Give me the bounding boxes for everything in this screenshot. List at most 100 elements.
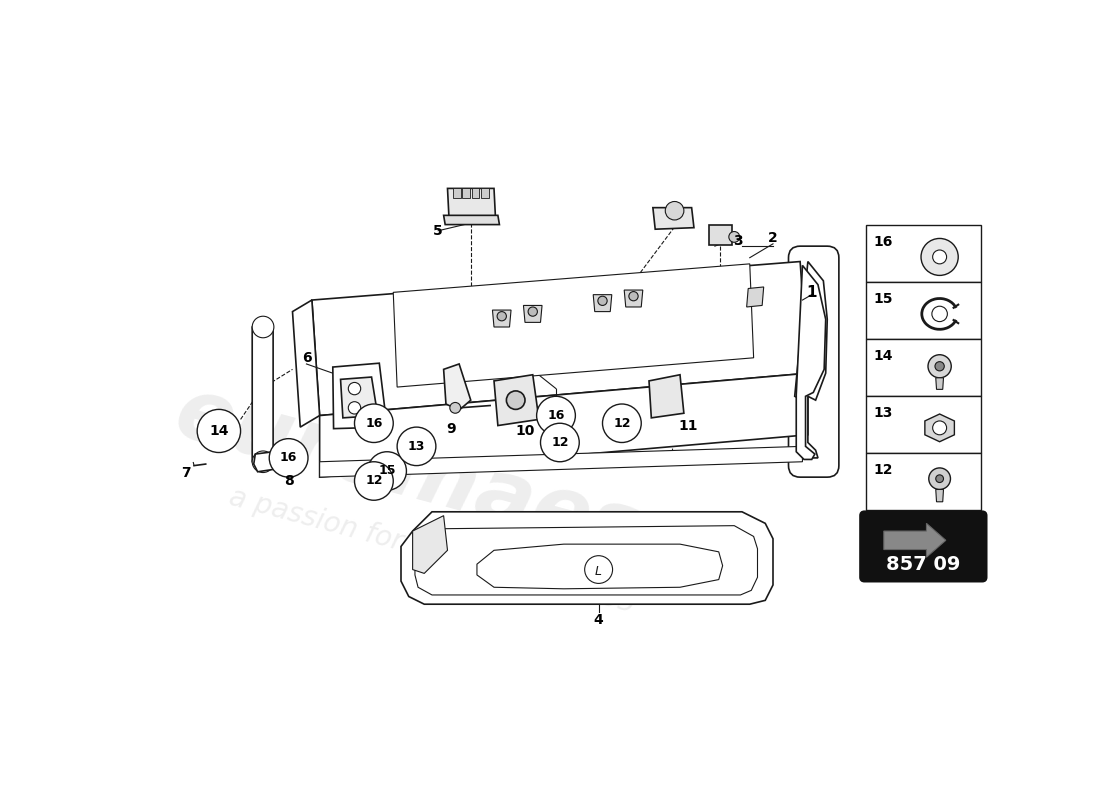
Circle shape (540, 423, 580, 462)
Polygon shape (254, 452, 277, 472)
Text: L: L (595, 565, 602, 578)
Text: 16: 16 (873, 235, 893, 250)
Bar (866, 454, 981, 510)
Circle shape (933, 250, 947, 264)
Circle shape (349, 382, 361, 394)
Polygon shape (883, 523, 946, 558)
Text: euromaes: euromaes (167, 371, 651, 575)
Circle shape (585, 556, 613, 583)
Polygon shape (494, 374, 539, 426)
Circle shape (932, 306, 947, 322)
Circle shape (354, 404, 394, 442)
Text: 15: 15 (873, 292, 893, 306)
Text: 15: 15 (378, 465, 396, 478)
Circle shape (252, 316, 274, 338)
Text: 8: 8 (284, 474, 294, 488)
Polygon shape (653, 208, 694, 230)
Text: 12: 12 (551, 436, 569, 449)
Polygon shape (443, 215, 499, 225)
FancyBboxPatch shape (860, 512, 986, 581)
Text: 14: 14 (873, 350, 893, 363)
Circle shape (666, 202, 684, 220)
Text: 12: 12 (613, 417, 630, 430)
Circle shape (936, 475, 944, 482)
Polygon shape (394, 264, 754, 387)
Polygon shape (477, 544, 723, 589)
Polygon shape (796, 266, 826, 459)
Text: 3: 3 (734, 234, 742, 248)
Polygon shape (320, 446, 803, 477)
Text: 5: 5 (433, 224, 443, 238)
Text: 10: 10 (515, 424, 535, 438)
Bar (866, 396, 981, 454)
Polygon shape (936, 490, 944, 502)
Polygon shape (252, 323, 273, 466)
Circle shape (367, 452, 406, 490)
Text: 16: 16 (548, 409, 564, 422)
Polygon shape (493, 310, 512, 327)
Circle shape (629, 291, 638, 301)
Circle shape (506, 391, 525, 410)
Text: 13: 13 (873, 406, 893, 420)
Polygon shape (448, 188, 495, 219)
Circle shape (397, 427, 436, 466)
Polygon shape (936, 378, 944, 390)
Text: 857 09: 857 09 (887, 555, 960, 574)
Polygon shape (320, 373, 807, 477)
Polygon shape (333, 363, 387, 429)
Polygon shape (402, 512, 773, 604)
Polygon shape (593, 294, 612, 312)
Circle shape (354, 462, 394, 500)
Polygon shape (443, 364, 471, 410)
Circle shape (528, 307, 538, 316)
Polygon shape (649, 374, 684, 418)
Circle shape (928, 354, 952, 378)
Polygon shape (747, 287, 763, 307)
Polygon shape (925, 414, 955, 442)
Circle shape (450, 402, 461, 414)
Circle shape (349, 402, 361, 414)
Circle shape (933, 421, 947, 435)
Circle shape (928, 468, 950, 490)
Text: 1: 1 (806, 285, 817, 300)
Bar (866, 339, 981, 396)
Text: 13: 13 (408, 440, 426, 453)
Text: 6: 6 (301, 350, 311, 365)
Polygon shape (415, 526, 758, 595)
Polygon shape (341, 377, 377, 418)
Circle shape (497, 312, 506, 321)
Text: 4: 4 (594, 613, 604, 626)
Text: a passion for parts since 1985: a passion for parts since 1985 (226, 482, 638, 618)
Text: 7: 7 (180, 466, 190, 480)
Circle shape (921, 238, 958, 275)
Text: 2: 2 (768, 231, 778, 246)
Polygon shape (624, 290, 642, 307)
Bar (866, 282, 981, 339)
Polygon shape (524, 306, 542, 322)
Polygon shape (481, 188, 488, 198)
Polygon shape (453, 188, 461, 198)
Circle shape (537, 396, 575, 435)
Text: 12: 12 (873, 463, 893, 478)
Text: 14: 14 (209, 424, 229, 438)
Text: 9: 9 (447, 422, 456, 436)
Polygon shape (312, 262, 807, 415)
Polygon shape (462, 188, 470, 198)
Bar (866, 226, 981, 282)
Polygon shape (708, 226, 732, 245)
Text: 12: 12 (365, 474, 383, 487)
Polygon shape (293, 300, 320, 427)
Polygon shape (472, 188, 480, 198)
Circle shape (270, 438, 308, 477)
Circle shape (197, 410, 241, 453)
Text: 16: 16 (365, 417, 383, 430)
Polygon shape (794, 262, 827, 458)
Circle shape (935, 362, 944, 371)
Polygon shape (412, 516, 448, 574)
FancyBboxPatch shape (789, 246, 839, 477)
Circle shape (598, 296, 607, 306)
Circle shape (252, 451, 274, 473)
Circle shape (729, 231, 739, 242)
Text: 11: 11 (678, 418, 697, 433)
Text: 16: 16 (279, 451, 297, 464)
